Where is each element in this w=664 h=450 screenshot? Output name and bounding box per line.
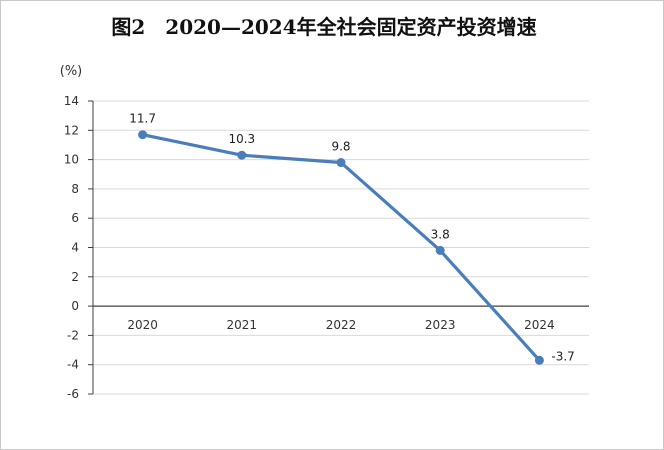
data-label: 10.3: [228, 132, 255, 146]
data-label: 11.7: [129, 112, 156, 126]
x-tick-label: 2022: [326, 318, 357, 332]
data-point: [336, 158, 346, 168]
y-tick-label: -4: [67, 358, 79, 372]
x-tick-label: 2021: [227, 318, 258, 332]
x-tick-label: 2023: [425, 318, 456, 332]
y-tick-label: 0: [71, 299, 79, 313]
y-tick-label: 4: [71, 241, 79, 255]
x-tick-labels: 2020 2021 2022 2023 2024: [127, 318, 554, 332]
y-tick-label: 6: [71, 211, 79, 225]
y-unit-label: (%): [60, 64, 83, 79]
y-tick-label: 12: [64, 123, 79, 137]
data-label: -3.7: [551, 349, 574, 363]
y-tick-label: 10: [64, 153, 79, 167]
chart-title: 图2 2020—2024年全社会固定资产投资增速: [111, 15, 536, 39]
x-tick-label: 2020: [127, 318, 158, 332]
data-point: [534, 355, 544, 365]
y-tick-label: -2: [67, 328, 79, 342]
y-tick-labels: 14 12 10 8 6 4 2 0 -2 -4 -6: [64, 94, 79, 401]
y-tick-label: 8: [71, 182, 79, 196]
axes: [88, 100, 589, 395]
data-labels: 11.7 10.3 9.8 3.8 -3.7: [129, 112, 575, 364]
grid-lines: [93, 100, 589, 395]
y-tick-label: -6: [67, 387, 79, 401]
data-label: 3.8: [431, 227, 450, 241]
data-label: 9.8: [331, 140, 350, 154]
y-tick-label: 2: [71, 270, 79, 284]
y-tick-label: 14: [64, 94, 79, 108]
series-increase-rate: [138, 130, 544, 365]
data-point: [138, 130, 148, 140]
data-point: [435, 245, 445, 255]
x-tick-label: 2024: [524, 318, 555, 332]
data-point: [237, 150, 247, 160]
